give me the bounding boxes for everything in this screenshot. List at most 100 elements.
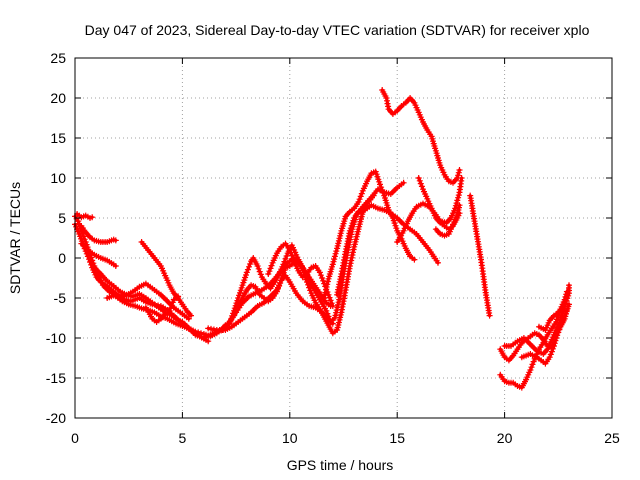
data-point bbox=[328, 300, 335, 307]
data-point bbox=[559, 319, 566, 325]
data-point bbox=[81, 236, 88, 243]
data-point bbox=[195, 329, 202, 336]
data-point bbox=[566, 301, 572, 308]
y-axis-label: SDTVAR / TECUs bbox=[7, 182, 23, 294]
y-tick-label: 10 bbox=[50, 170, 66, 186]
data-point bbox=[323, 307, 330, 314]
data-point bbox=[244, 266, 251, 273]
x-tick-label: 25 bbox=[604, 430, 620, 446]
data-point bbox=[528, 364, 535, 371]
data-point bbox=[175, 293, 182, 300]
data-point bbox=[88, 254, 95, 261]
data-point bbox=[247, 261, 254, 267]
data-point bbox=[243, 269, 250, 276]
data-point bbox=[205, 338, 212, 345]
data-point bbox=[415, 175, 422, 181]
data-point bbox=[549, 345, 556, 352]
data-point bbox=[486, 312, 493, 319]
data-point bbox=[456, 202, 463, 209]
data-point bbox=[267, 265, 274, 272]
data-point bbox=[546, 354, 553, 361]
data-point bbox=[527, 367, 534, 373]
tick-layer: -20 -15 -10 -5 0 5 10 15 20 25 0 5 10 15 20 25 bbox=[46, 50, 620, 446]
data-point bbox=[320, 277, 327, 284]
x-tick-label: 20 bbox=[497, 430, 513, 446]
data-point bbox=[280, 261, 287, 268]
data-point bbox=[548, 348, 555, 355]
data-point bbox=[268, 262, 275, 269]
series-arc-24 bbox=[518, 301, 572, 367]
data-point bbox=[357, 193, 364, 200]
series-line bbox=[380, 88, 462, 185]
data-point bbox=[411, 256, 418, 263]
data-point bbox=[551, 343, 557, 349]
series-arc-05 bbox=[78, 240, 119, 269]
series-arc-06 bbox=[91, 264, 186, 325]
data-point bbox=[316, 269, 323, 276]
data-point bbox=[112, 263, 119, 269]
y-tick-label: -10 bbox=[46, 330, 66, 346]
data-point bbox=[89, 214, 96, 221]
data-point bbox=[358, 190, 365, 197]
data-point bbox=[255, 265, 262, 272]
data-point bbox=[307, 287, 314, 294]
data-point bbox=[329, 320, 336, 327]
data-point bbox=[356, 196, 363, 203]
data-point bbox=[90, 260, 97, 267]
data-point bbox=[246, 263, 252, 270]
data-point bbox=[282, 255, 289, 262]
data-point bbox=[331, 256, 338, 263]
data-point bbox=[166, 307, 173, 314]
x-tick-label: 0 bbox=[71, 430, 79, 446]
y-tick-label: -5 bbox=[54, 290, 67, 306]
data-point bbox=[169, 299, 176, 306]
data-point bbox=[456, 167, 463, 173]
data-point bbox=[346, 263, 353, 269]
series-arc-13 bbox=[265, 240, 336, 309]
y-tick-label: 25 bbox=[50, 50, 66, 66]
data-point bbox=[167, 305, 174, 311]
data-point bbox=[265, 271, 272, 277]
data-point bbox=[89, 257, 96, 264]
series-arc-09 bbox=[142, 293, 182, 325]
data-point bbox=[256, 268, 263, 275]
data-point bbox=[319, 275, 325, 281]
y-tick-label: -15 bbox=[46, 370, 66, 386]
data-point bbox=[529, 361, 536, 368]
chart-title: Day 047 of 2023, Sidereal Day-to-day VTE… bbox=[85, 22, 590, 38]
data-point bbox=[561, 313, 568, 320]
plot-frame bbox=[74, 57, 613, 419]
data-point bbox=[416, 177, 423, 184]
data-point bbox=[317, 272, 324, 279]
data-point bbox=[418, 183, 425, 190]
data-point bbox=[530, 358, 537, 365]
data-point bbox=[554, 329, 561, 336]
data-point bbox=[192, 328, 199, 335]
series-line bbox=[503, 283, 571, 356]
data-point bbox=[290, 255, 296, 262]
data-point bbox=[331, 253, 338, 260]
series-arc-08 bbox=[138, 239, 194, 319]
data-point bbox=[563, 295, 570, 301]
data-point bbox=[378, 184, 385, 191]
data-point bbox=[329, 261, 336, 268]
data-point bbox=[326, 294, 333, 301]
data-point bbox=[288, 252, 295, 259]
data-point bbox=[379, 187, 386, 193]
data-point bbox=[283, 253, 290, 259]
data-point bbox=[333, 248, 340, 255]
series-arc-11 bbox=[205, 272, 336, 333]
data-point bbox=[454, 197, 461, 204]
data-point bbox=[188, 312, 194, 319]
series-arc-20 bbox=[467, 192, 493, 319]
series-arc-02 bbox=[72, 213, 212, 345]
data-point bbox=[112, 237, 119, 244]
data-point bbox=[566, 282, 572, 289]
y-tick-label: 0 bbox=[58, 250, 66, 266]
data-point bbox=[355, 199, 362, 205]
series-arc-12 bbox=[226, 242, 334, 327]
data-point bbox=[324, 281, 331, 288]
x-axis-label: GPS time / hours bbox=[287, 457, 394, 473]
series-arc-16 bbox=[379, 87, 463, 186]
